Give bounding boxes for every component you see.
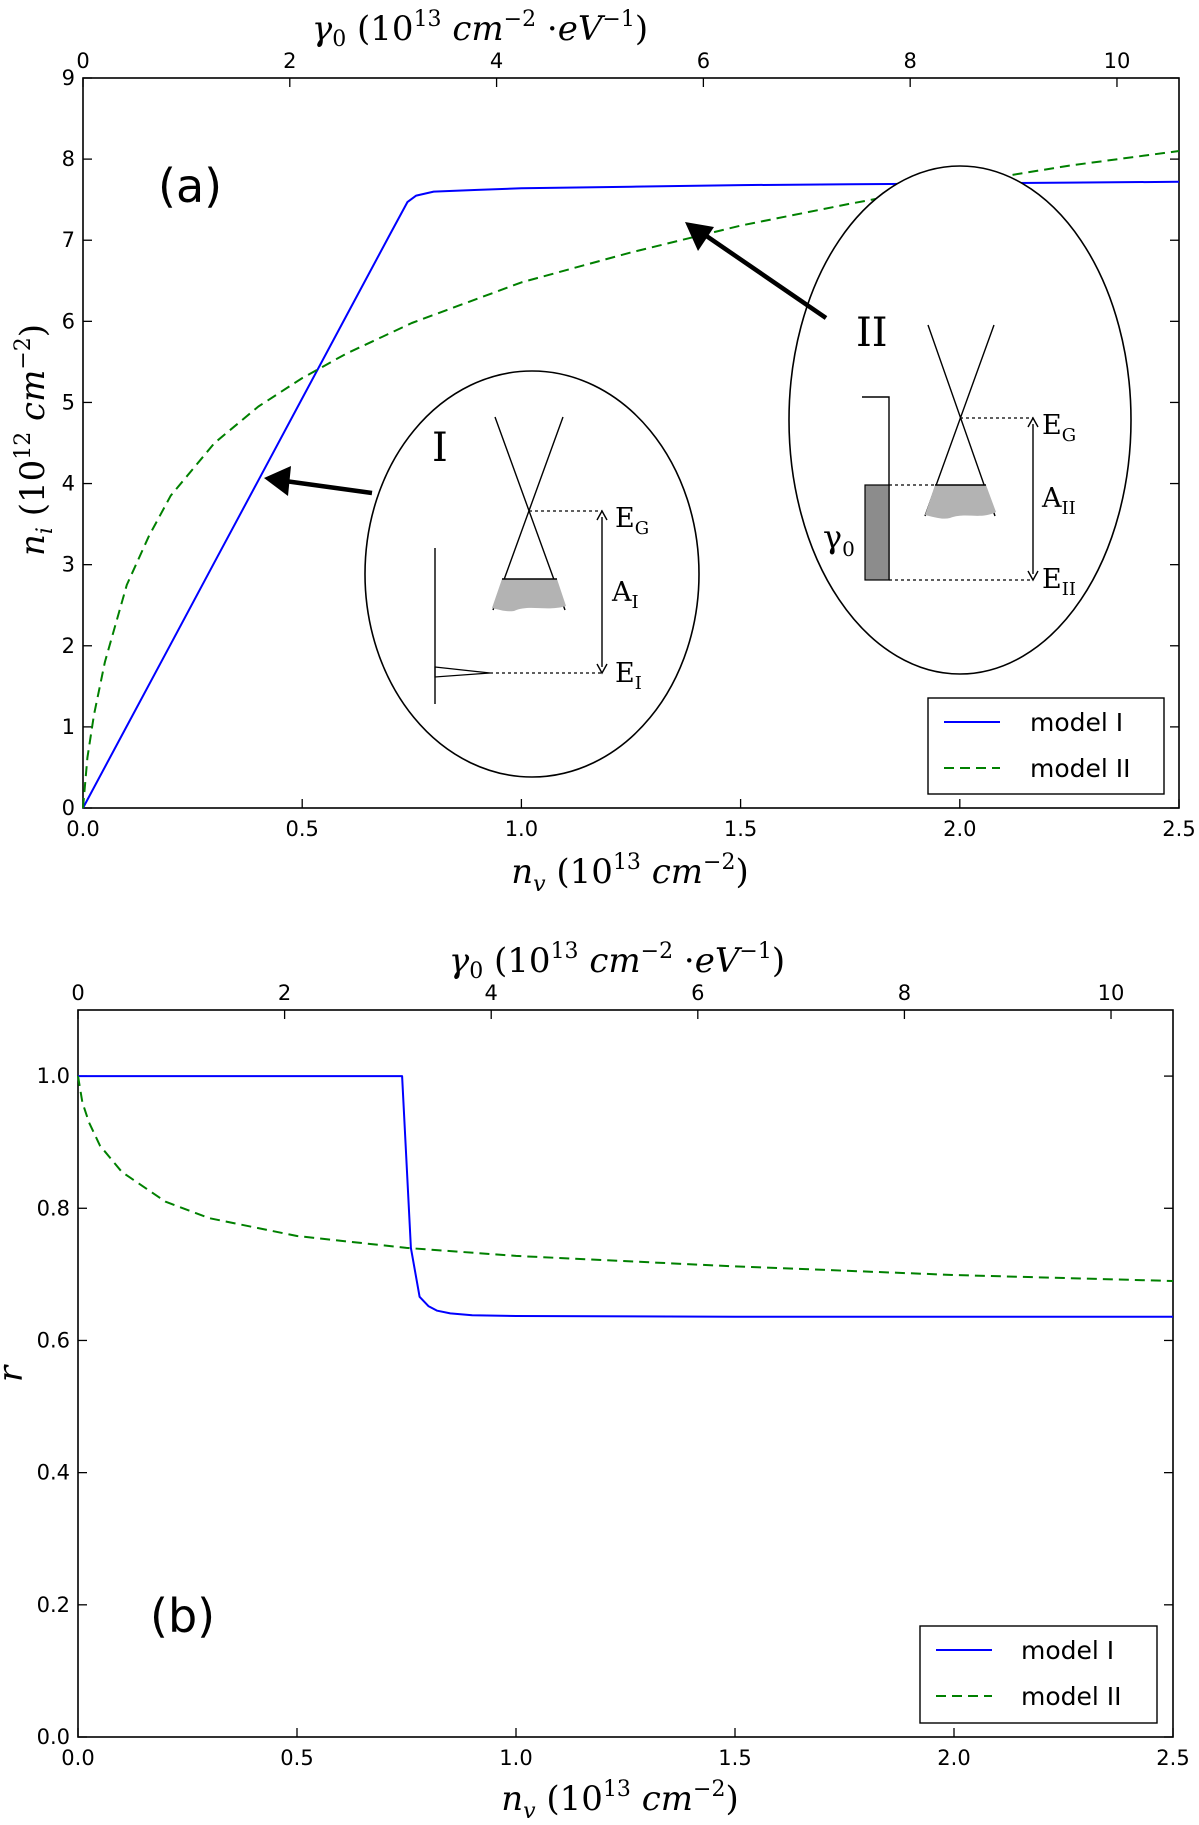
ytick-label-a-8: 8 bbox=[62, 147, 75, 171]
inset-ii-gamma-label: γ0 bbox=[823, 518, 855, 561]
inset-i-cone-right bbox=[492, 416, 564, 611]
top-xlabel-a: γ0 (1013 cm−2 ·eV−1) bbox=[312, 7, 648, 52]
annotation-arrows bbox=[264, 222, 828, 496]
inset-ii-dos-fill bbox=[864, 484, 890, 581]
xtick-label-b-3: 1.5 bbox=[718, 1746, 751, 1770]
legend-box-b bbox=[919, 1625, 1158, 1724]
inset-ii-eg-label: EG bbox=[1042, 410, 1076, 446]
inset-i-eg-label: EG bbox=[615, 503, 649, 539]
inset-ii-gap-arrow-bottom-head bbox=[1027, 570, 1039, 582]
inset-i: I EG AI EI bbox=[364, 370, 700, 778]
top-xtick-label-b-1: 2 bbox=[278, 981, 291, 1005]
top-xtick-label-a-1: 2 bbox=[283, 49, 296, 73]
top-xtick-label-b-0: 0 bbox=[71, 981, 84, 1005]
ylabel-b: r bbox=[0, 1364, 31, 1382]
xtick-label-b-4: 2.0 bbox=[937, 1746, 970, 1770]
ytick-label-b-2: 0.4 bbox=[37, 1461, 70, 1485]
ytick-label-b-4: 0.8 bbox=[37, 1196, 70, 1220]
xtick-label-a-5: 2.5 bbox=[1162, 817, 1195, 841]
axes-frame-a bbox=[82, 77, 1180, 809]
top-xlabel-b: γ0 (1013 cm−2 ·eV−1) bbox=[449, 939, 785, 984]
legend-box-a bbox=[927, 697, 1165, 795]
top-xtick-label-a-2: 4 bbox=[490, 49, 503, 73]
inset-ii: II γ0 EG AII EII bbox=[788, 165, 1132, 675]
inset-i-gap-arrow-top-head bbox=[596, 509, 608, 521]
ytick-label-a-3: 3 bbox=[62, 553, 75, 577]
xtick-label-a-0: 0.0 bbox=[66, 817, 99, 841]
series-model-i-b bbox=[78, 1075, 1173, 1318]
top-xtick-label-b-3: 6 bbox=[691, 981, 704, 1005]
inset-i-filled-band bbox=[492, 579, 566, 612]
legend-b: model I model II bbox=[919, 1625, 1158, 1724]
axes-frame-b bbox=[77, 1009, 1174, 1738]
legend-label-model-i-b: model I bbox=[1021, 1636, 1114, 1665]
ytick-label-a-9: 9 bbox=[62, 66, 75, 90]
ytick-label-a-4: 4 bbox=[62, 472, 75, 496]
xtick-label-b-5: 2.5 bbox=[1156, 1746, 1189, 1770]
ticks-a: 0.0 0.5 1.0 1.5 2.0 2.5 0 2 4 6 8 10 0 1 2 3 4 5 6 7 8 9 bbox=[62, 49, 1196, 841]
ytick-label-b-3: 0.6 bbox=[37, 1328, 70, 1352]
inset-i-roman: I bbox=[432, 425, 448, 471]
inset-ii-cone-right bbox=[924, 324, 995, 517]
top-xtick-label-a-0: 0 bbox=[76, 49, 89, 73]
ytick-label-b-1: 0.2 bbox=[37, 1593, 70, 1617]
ytick-label-b-0: 0.0 bbox=[37, 1725, 70, 1749]
top-xtick-label-b-4: 8 bbox=[898, 981, 911, 1005]
inset-i-ellipse bbox=[364, 370, 700, 778]
inset-i-cone-left bbox=[494, 416, 566, 611]
panel-label-a: (a) bbox=[158, 159, 222, 213]
xtick-label-a-2: 1.0 bbox=[505, 817, 538, 841]
top-xtick-label-a-5: 10 bbox=[1104, 49, 1131, 73]
inset-i-dos-peak bbox=[434, 666, 491, 678]
xlabel-a: nv (1013 cm−2) bbox=[511, 850, 748, 897]
inset-ii-filled-band bbox=[925, 485, 996, 519]
top-xtick-label-a-3: 6 bbox=[697, 49, 710, 73]
inset-i-gap-label: AI bbox=[611, 577, 639, 613]
inset-i-gap-arrow-bottom-head bbox=[596, 663, 608, 675]
xtick-label-b-2: 1.0 bbox=[499, 1746, 532, 1770]
series-model-i-a bbox=[82, 180, 1180, 809]
ylabel-a: ni (1012 cm−2) bbox=[11, 324, 58, 556]
arrow-inset-ii-shaft bbox=[703, 233, 828, 320]
top-xtick-label-b-2: 4 bbox=[485, 981, 498, 1005]
series-b bbox=[77, 1075, 1174, 1318]
arrow-inset-ii-head bbox=[685, 222, 714, 251]
inset-ii-gap-arrow-top-head bbox=[1027, 416, 1039, 428]
arrow-inset-i-shaft bbox=[284, 478, 373, 496]
legend-label-model-i-a: model I bbox=[1030, 708, 1123, 737]
top-xtick-label-a-4: 8 bbox=[903, 49, 916, 73]
inset-i-ei-label: EI bbox=[615, 658, 642, 694]
inset-ii-gap-label: AII bbox=[1041, 483, 1076, 519]
series-a bbox=[82, 150, 1180, 809]
ytick-label-a-2: 2 bbox=[62, 634, 75, 658]
ytick-label-b-5: 1.0 bbox=[37, 1064, 70, 1088]
inset-ii-cone-left bbox=[927, 324, 996, 517]
inset-ii-eii-label: EII bbox=[1042, 564, 1076, 600]
xtick-label-b-0: 0.0 bbox=[61, 1746, 94, 1770]
ticks-b: 0.0 0.5 1.0 1.5 2.0 2.5 0 2 4 6 8 10 0.0 0.2 0.4 0.6 0.8… bbox=[37, 981, 1190, 1770]
ytick-label-a-5: 5 bbox=[62, 390, 75, 414]
ytick-label-a-6: 6 bbox=[62, 309, 75, 333]
ytick-label-a-0: 0 bbox=[62, 796, 75, 820]
legend-a: model I model II bbox=[927, 697, 1165, 795]
inset-ii-roman: II bbox=[856, 310, 888, 356]
ytick-label-a-7: 7 bbox=[62, 228, 75, 252]
xtick-label-a-4: 2.0 bbox=[943, 817, 976, 841]
legend-label-model-ii-b: model II bbox=[1021, 1682, 1122, 1711]
xtick-label-a-3: 1.5 bbox=[724, 817, 757, 841]
series-model-ii-b bbox=[77, 1075, 1174, 1282]
xlabel-b: nv (1013 cm−2) bbox=[501, 1777, 738, 1824]
top-xtick-label-b-5: 10 bbox=[1098, 981, 1125, 1005]
xtick-label-b-1: 0.5 bbox=[280, 1746, 313, 1770]
ytick-label-a-1: 1 bbox=[62, 715, 75, 739]
legend-label-model-ii-a: model II bbox=[1030, 754, 1131, 783]
panel-label-b: (b) bbox=[150, 1589, 215, 1643]
panel-a: 0.0 0.5 1.0 1.5 2.0 2.5 0 2 4 6 8 10 0 1 2 3 4 5 6 7 8 9 γ0 (… bbox=[11, 7, 1196, 897]
arrow-inset-i-head bbox=[264, 466, 291, 496]
xtick-label-a-1: 0.5 bbox=[285, 817, 318, 841]
panel-b: 0.0 0.5 1.0 1.5 2.0 2.5 0 2 4 6 8 10 0.0 0.2 0.4 0.6 0.8… bbox=[0, 939, 1190, 1824]
series-model-ii-a bbox=[82, 150, 1180, 809]
